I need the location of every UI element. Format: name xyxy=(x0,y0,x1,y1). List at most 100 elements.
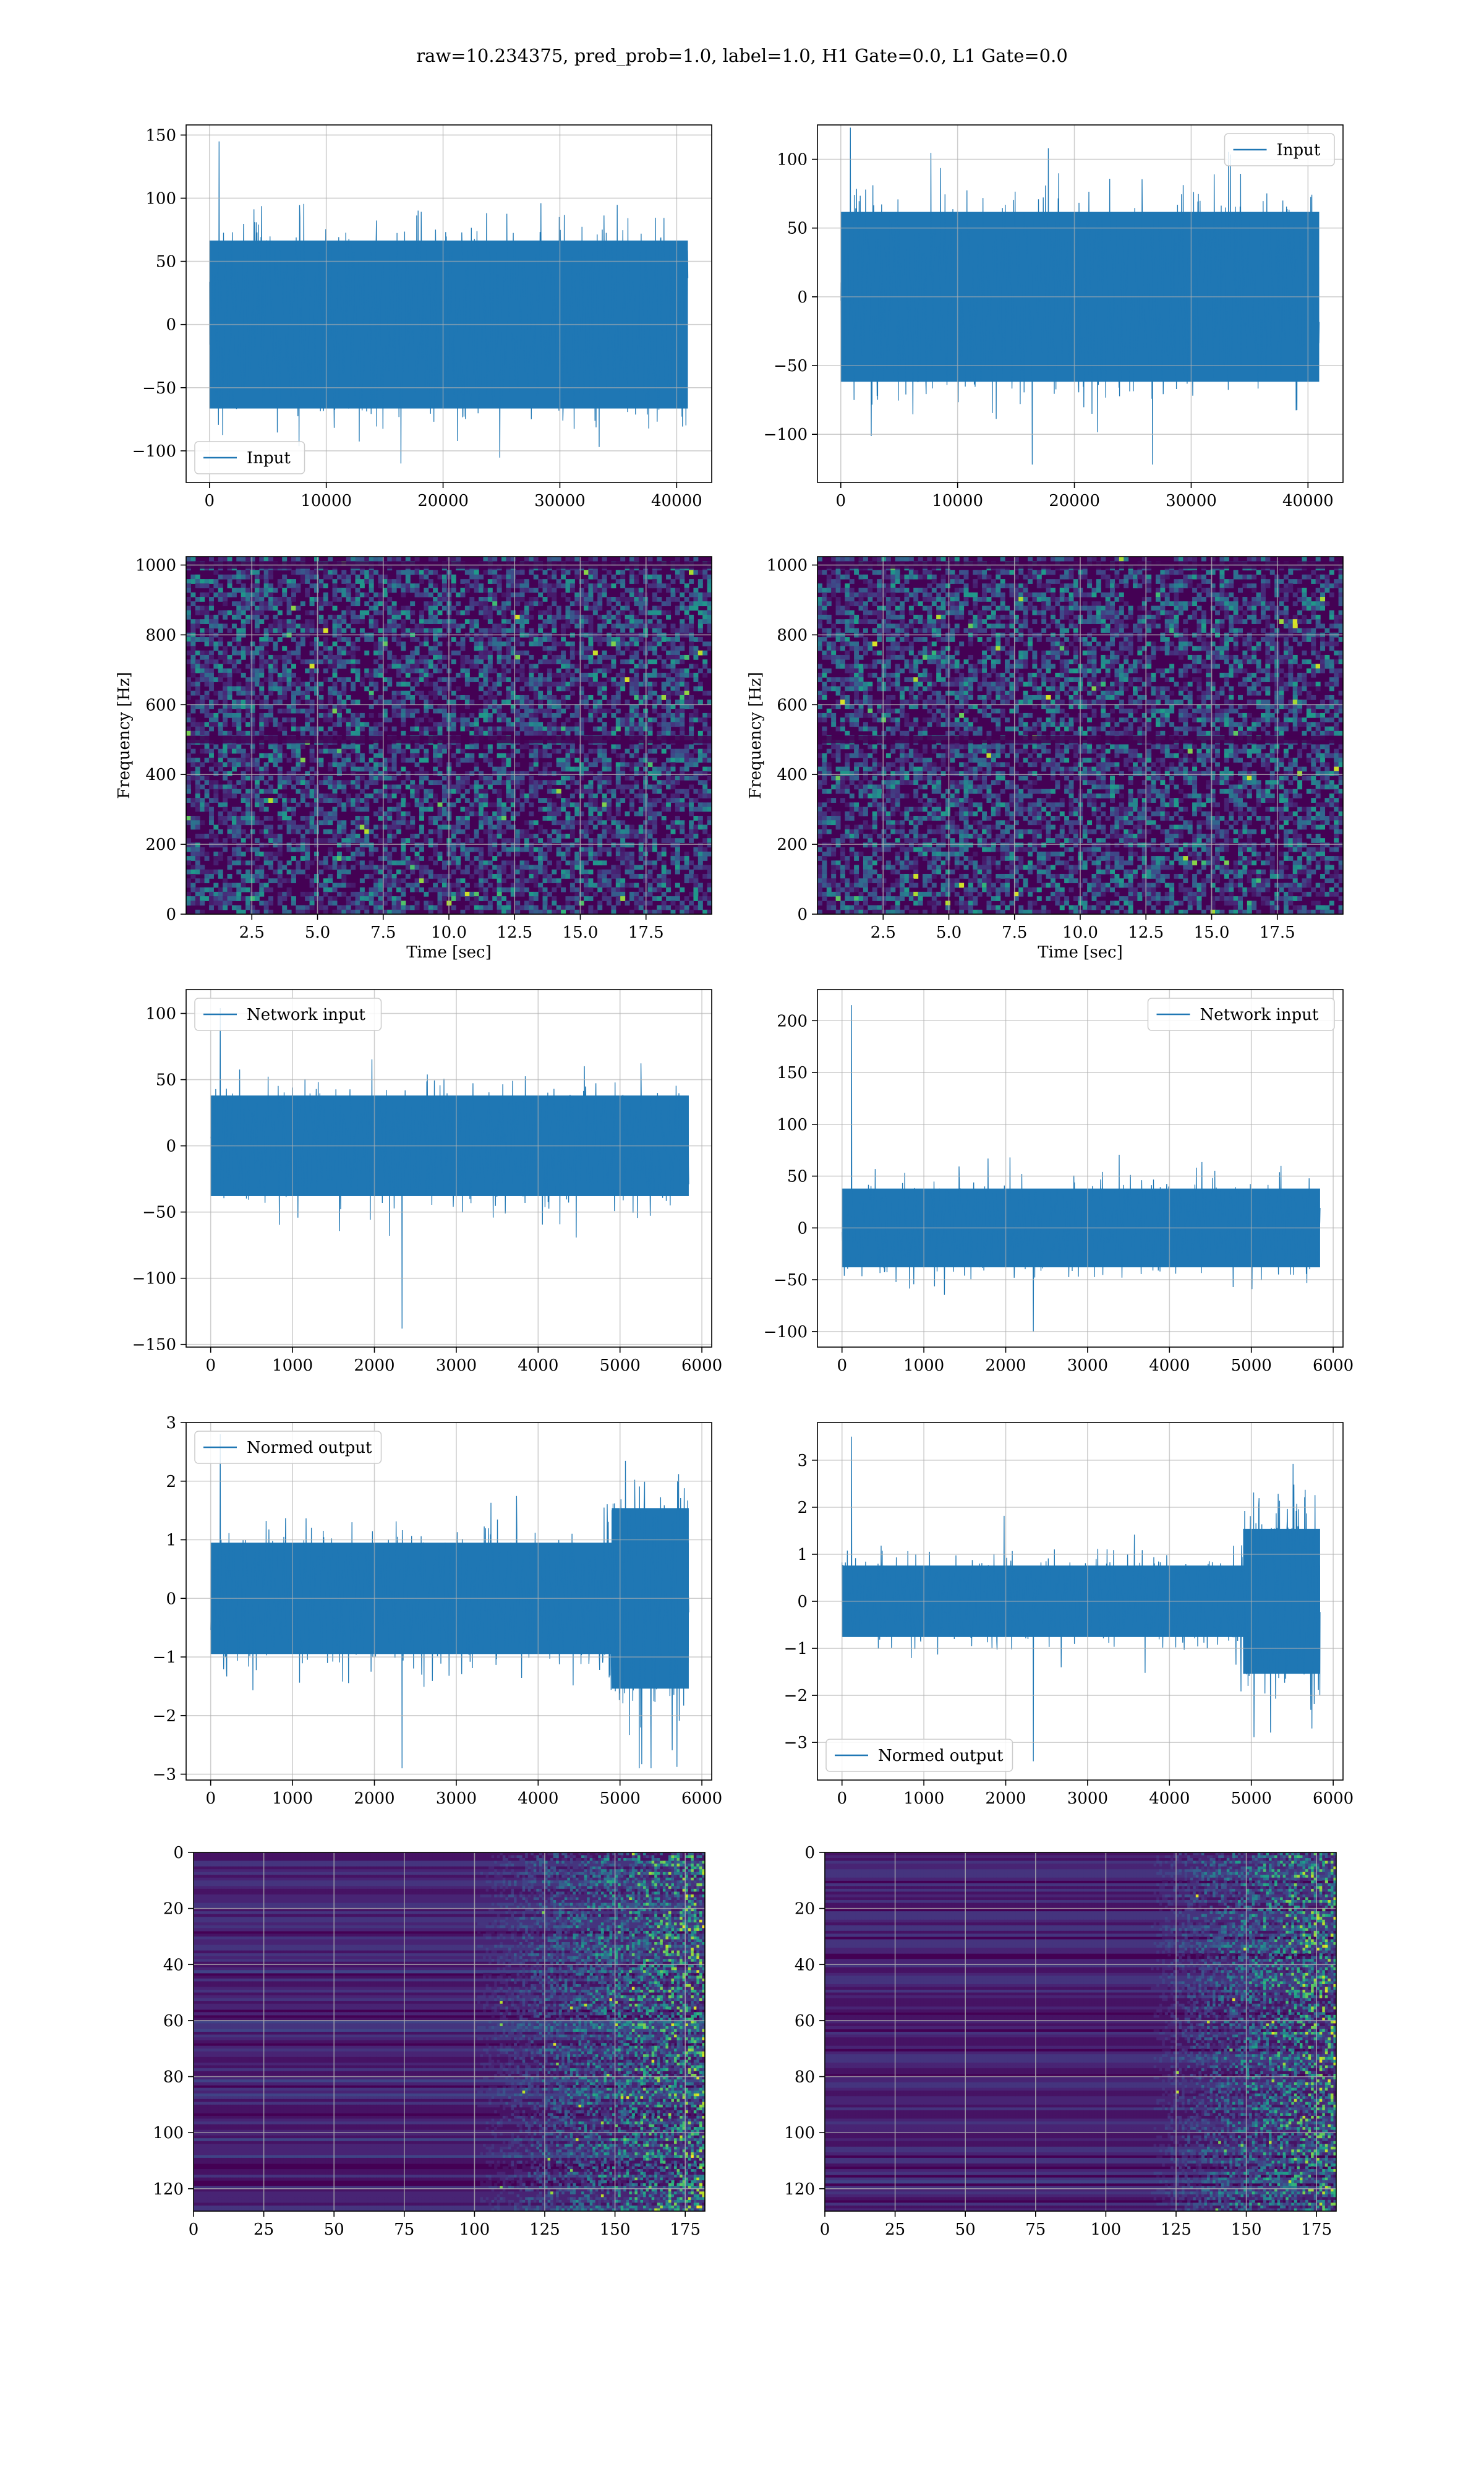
series-line-network-input xyxy=(210,1008,689,1329)
x-tick-label: 2.5 xyxy=(239,923,265,942)
x-tick-label: 15.0 xyxy=(563,923,599,942)
grid xyxy=(186,125,712,482)
x-tick-label: 6000 xyxy=(681,1356,722,1375)
y-tick-label: −1 xyxy=(784,1640,808,1658)
y-tick-label: −100 xyxy=(764,1323,808,1342)
y-tick-label: 1 xyxy=(166,1531,176,1550)
legend-box xyxy=(194,998,382,1031)
x-tick-label: 6000 xyxy=(1313,1789,1354,1808)
chart-panel-row1-right: 0 10000 20000 30000 40000 −100 −50 0 50 100 Input xyxy=(764,124,1344,510)
y-tick-label: −50 xyxy=(774,357,808,375)
chart-panel-row2-right: 2.5 5.0 7.5 10.0 12.5 15.0 17.5 0 200 400 600 800 10… xyxy=(746,556,1344,962)
y-tick-label: 120 xyxy=(784,2180,815,2199)
chart-panel-row4-left: 0 1000 2000 3000 4000 5000 6000 −3 −2 −1 0 1 2 3 Norme… xyxy=(153,1414,723,1808)
y-tick-label: −2 xyxy=(153,1707,176,1726)
legend-box xyxy=(1224,133,1335,166)
x-tick-label: 1000 xyxy=(272,1356,313,1375)
y-tick-label: 200 xyxy=(145,836,176,854)
y-tick-label: −2 xyxy=(784,1687,808,1705)
x-tick-label: 7.5 xyxy=(370,923,396,942)
x-tick-label: 100 xyxy=(1091,2220,1122,2239)
x-tick-label: 50 xyxy=(955,2220,976,2239)
y-tick-label: 100 xyxy=(153,2124,184,2142)
x-tick-label: 12.5 xyxy=(497,923,532,942)
series-line-normed-output xyxy=(210,1434,689,1769)
y-tick-label: −3 xyxy=(784,1734,808,1752)
x-tick-label: 17.5 xyxy=(628,923,664,942)
x-tick-label: 75 xyxy=(394,2220,414,2239)
y-tick-label: 200 xyxy=(777,1012,808,1030)
y-tick-label: 20 xyxy=(795,1900,815,1919)
legend-box xyxy=(194,441,305,474)
x-tick-label: 175 xyxy=(1301,2220,1332,2239)
x-tick-label: 5000 xyxy=(1231,1356,1272,1375)
x-tick-label: 25 xyxy=(254,2220,274,2239)
legend-label: Network input xyxy=(1200,1006,1319,1024)
x-tick-label: 0 xyxy=(820,2220,830,2239)
chart-panel-row3-left: 0 1000 2000 3000 4000 5000 6000 −150 −100 −50 0 50 1… xyxy=(132,989,722,1375)
x-tick-label: 175 xyxy=(670,2220,701,2239)
grid xyxy=(817,1423,1343,1780)
x-tick-label: 3000 xyxy=(1067,1356,1108,1375)
x-tick-label: 4000 xyxy=(518,1356,558,1375)
y-tick-label: 100 xyxy=(784,2124,815,2142)
y-tick-label: 600 xyxy=(145,696,176,714)
y-tick-label: 100 xyxy=(777,151,808,169)
legend-label: Input xyxy=(1277,141,1321,160)
y-tick-label: −3 xyxy=(153,1766,176,1784)
chart-panel-row5-left: 0 25 50 75 100 125 150 175 0 20 40 60 80 100 120 xyxy=(153,1844,706,2239)
x-tick-label: 6000 xyxy=(1313,1356,1354,1375)
x-tick-label: 5.0 xyxy=(305,923,330,942)
y-tick-label: 800 xyxy=(145,626,176,644)
y-tick-label: 50 xyxy=(787,1168,808,1186)
x-tick-label: 1000 xyxy=(903,1356,944,1375)
grid xyxy=(824,1852,1336,2211)
y-tick-label: 120 xyxy=(153,2180,184,2199)
x-tick-label: 2000 xyxy=(354,1789,394,1808)
y-tick-label: 100 xyxy=(777,1116,808,1134)
x-tick-label: 0 xyxy=(836,492,846,510)
x-tick-label: 125 xyxy=(1161,2220,1192,2239)
y-tick-label: −100 xyxy=(764,426,808,444)
heatmap-image xyxy=(817,557,1343,914)
y-tick-label: 150 xyxy=(145,126,176,145)
y-tick-label: 1000 xyxy=(767,557,808,575)
x-tick-label: 0 xyxy=(205,1356,216,1375)
x-tick-label: 3000 xyxy=(1067,1789,1108,1808)
y-tick-label: 20 xyxy=(163,1900,184,1919)
x-tick-label: 4000 xyxy=(1149,1789,1190,1808)
y-tick-label: 0 xyxy=(797,905,808,924)
x-tick-label: 15.0 xyxy=(1194,923,1230,942)
x-tick-label: 3000 xyxy=(436,1356,477,1375)
legend: Normed output xyxy=(825,1739,1013,1772)
y-tick-label: 80 xyxy=(795,2068,815,2087)
y-tick-label: 2 xyxy=(166,1473,176,1491)
y-tick-label: 40 xyxy=(163,1956,184,1974)
chart-panel-row2-left: 2.5 5.0 7.5 10.0 12.5 15.0 17.5 0 200 400 600 800 10… xyxy=(115,556,712,962)
y-tick-label: 50 xyxy=(156,253,176,272)
y-tick-label: 0 xyxy=(166,905,176,924)
x-tick-label: 5000 xyxy=(1231,1789,1272,1808)
y-tick-label: 0 xyxy=(804,1844,815,1862)
y-tick-label: 400 xyxy=(777,766,808,784)
y-tick-label: 1 xyxy=(797,1546,808,1564)
series-line-input xyxy=(840,127,1320,465)
y-tick-label: 0 xyxy=(166,1590,176,1608)
y-tick-label: −150 xyxy=(132,1336,176,1355)
x-tick-label: 10.0 xyxy=(431,923,467,942)
x-tick-label: 6000 xyxy=(681,1789,722,1808)
y-tick-label: 100 xyxy=(145,1005,176,1024)
y-tick-label: 100 xyxy=(145,189,176,208)
y-tick-label: 0 xyxy=(797,288,808,307)
chart-panel-row1-left: 0 10000 20000 30000 40000 −100 −50 0 50 100 150 Inp… xyxy=(132,124,712,510)
x-tick-label: 0 xyxy=(837,1789,847,1808)
y-tick-label: 50 xyxy=(156,1071,176,1090)
x-tick-label: 1000 xyxy=(903,1789,944,1808)
y-tick-label: −50 xyxy=(142,1204,176,1222)
legend: Network input xyxy=(194,998,382,1031)
heatmap-image xyxy=(825,1852,1336,2211)
x-tick-label: 2.5 xyxy=(871,923,896,942)
x-tick-label: 7.5 xyxy=(1002,923,1027,942)
figure-suptitle: raw=10.234375, pred_prob=1.0, label=1.0,… xyxy=(416,45,1068,67)
